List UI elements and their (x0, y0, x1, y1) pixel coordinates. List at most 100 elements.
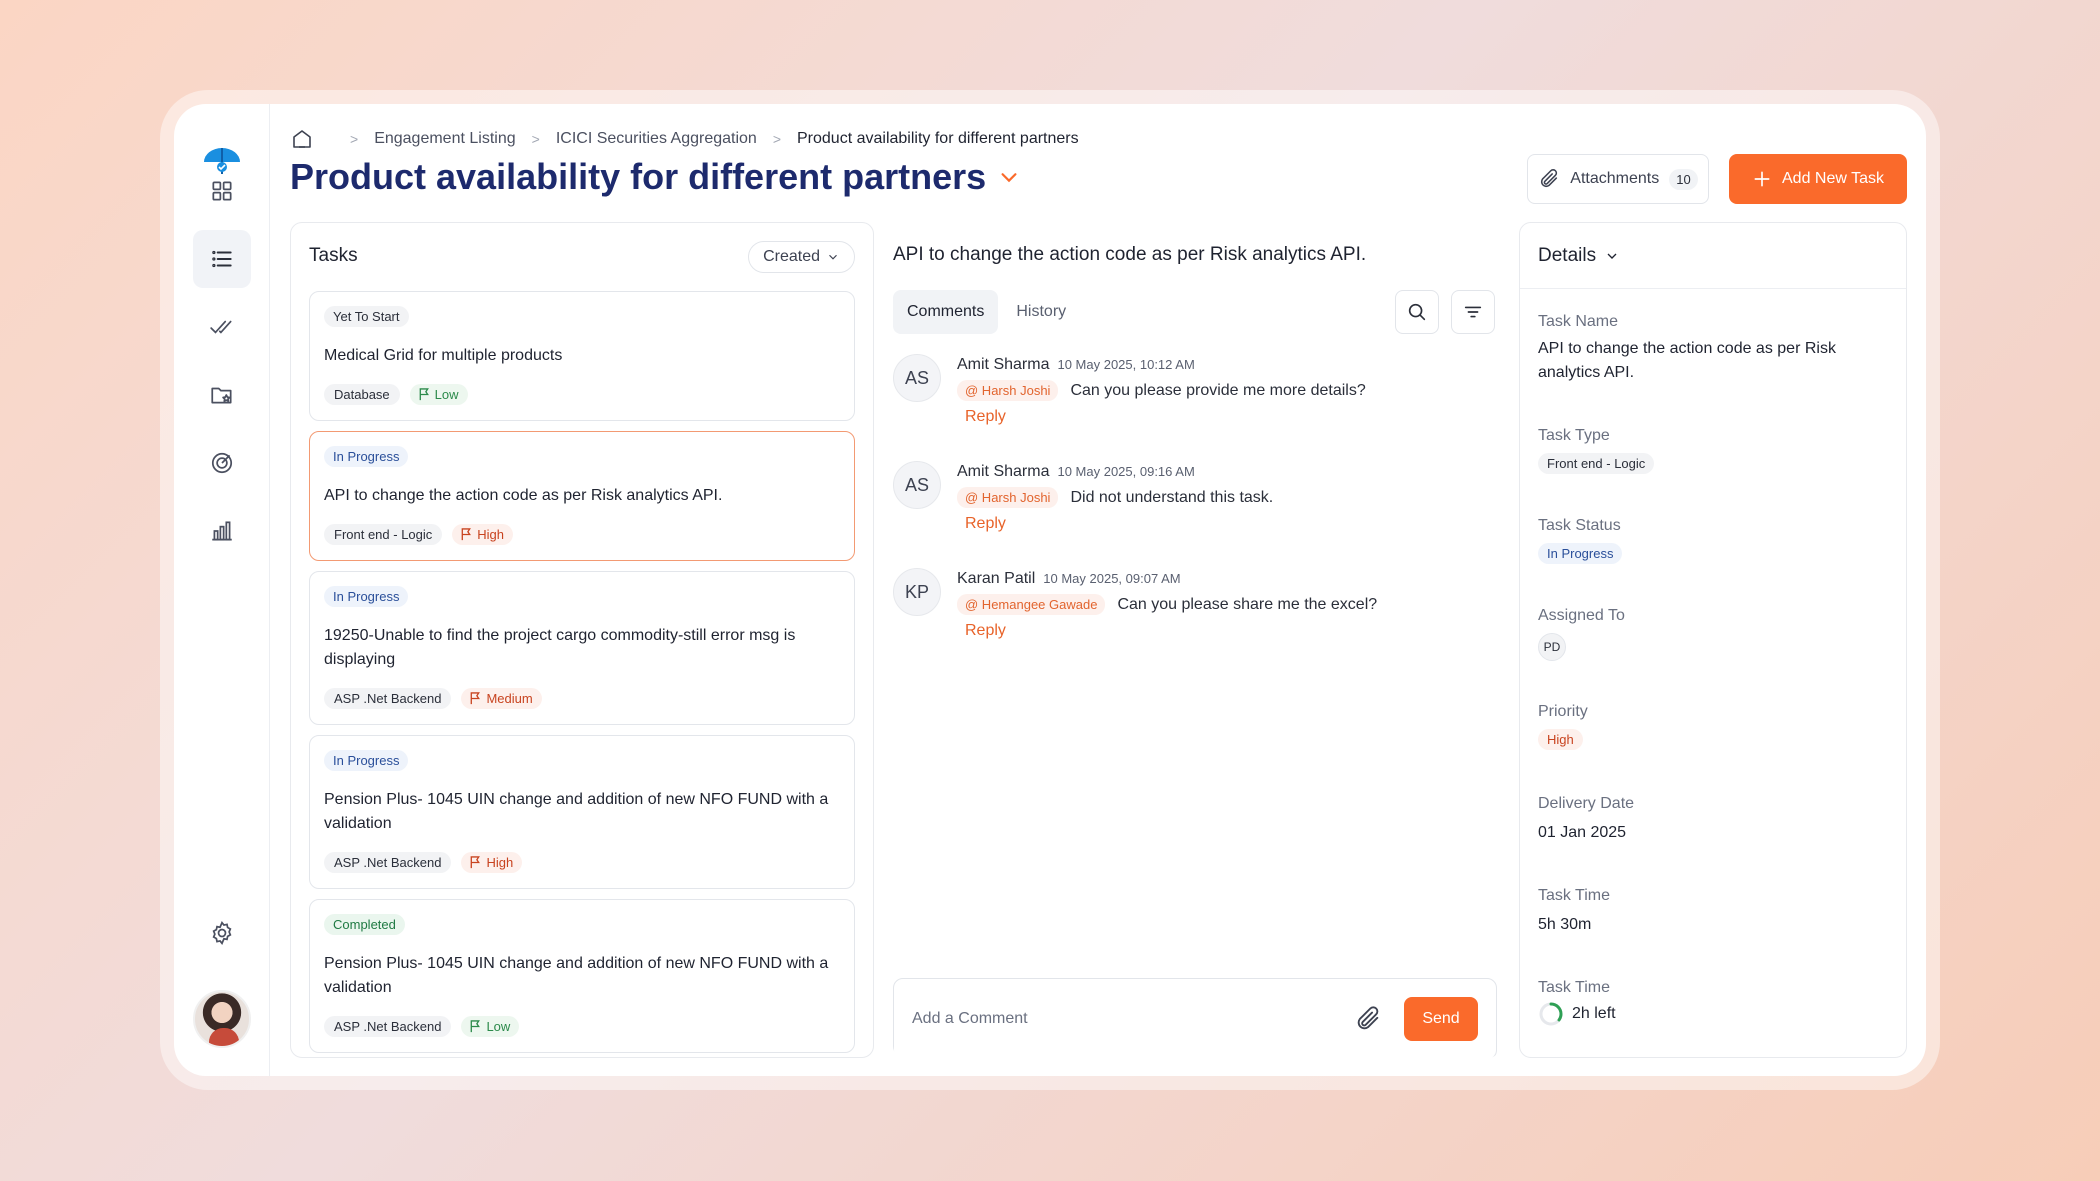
details-toggle[interactable]: Details (1538, 245, 1620, 267)
task-card[interactable]: In Progress 19250-Unable to find the pro… (309, 571, 855, 725)
comment-avatar: AS (893, 461, 941, 509)
reply-link[interactable]: Reply (965, 622, 1006, 639)
folder-star-icon[interactable] (193, 366, 251, 424)
reply-link[interactable]: Reply (965, 515, 1006, 532)
sidebar (174, 104, 270, 1076)
task-tags: Database Low (324, 384, 468, 405)
task-time-remaining-label: Task Time (1538, 979, 1611, 996)
task-tags: ASP .Net Backend Low (324, 1016, 520, 1037)
assigned-to-label: Assigned To (1538, 607, 1625, 624)
chevron-down-icon (1001, 173, 1017, 183)
comment-tabs: Comments History (893, 290, 1080, 334)
flag-icon (471, 692, 481, 705)
breadcrumb-separator: > (531, 131, 540, 147)
filter-icon (1464, 306, 1482, 318)
priority-chip: High (1538, 729, 1583, 750)
breadcrumb-link-engagement[interactable]: Engagement Listing (374, 130, 516, 147)
list-icon[interactable] (193, 230, 251, 288)
status-badge: In Progress (324, 446, 409, 467)
flag-icon (461, 528, 472, 541)
breadcrumb: > Engagement Listing > ICICI Securities … (290, 124, 1079, 154)
task-card-selected[interactable]: In Progress API to change the action cod… (309, 431, 855, 561)
comment-avatar: AS (893, 354, 941, 402)
chevron-down-icon (829, 254, 837, 260)
task-card[interactable]: Yet To Start Medical Grid for multiple p… (309, 291, 855, 421)
comment-time: 10 May 2025, 10:12 AM (1057, 357, 1195, 372)
priority-label: Priority (1538, 703, 1588, 720)
home-icon[interactable] (290, 127, 314, 151)
target-icon[interactable] (193, 434, 251, 492)
mention-tag[interactable]: @ Harsh Joshi (957, 487, 1059, 508)
double-check-icon[interactable] (193, 298, 251, 356)
comment-body: @ Harsh Joshi Can you please provide me … (957, 380, 1366, 401)
mention-tag[interactable]: @ Harsh Joshi (957, 380, 1059, 401)
status-badge: In Progress (324, 750, 409, 771)
sort-label: Created (763, 248, 820, 265)
comment-item: AS Amit Sharma 10 May 2025, 10:12 AM @ Ha… (893, 354, 1493, 448)
breadcrumb-link-icici[interactable]: ICICI Securities Aggregation (555, 130, 757, 147)
reply-link[interactable]: Reply (965, 408, 1006, 425)
status-badge: In Progress (324, 586, 409, 607)
page-title-text: Product availability for different partn… (290, 156, 987, 197)
filter-button[interactable] (1451, 290, 1495, 334)
task-type-label: Task Type (1538, 427, 1610, 444)
priority-label: High (477, 527, 505, 542)
tasks-title: Tasks (309, 245, 358, 266)
flag-icon (471, 1020, 481, 1033)
add-new-task-button[interactable]: Add New Task (1729, 154, 1907, 204)
task-tags: ASP .Net Backend Medium (324, 688, 542, 709)
comment-text: Did not understand this task. (1070, 488, 1274, 506)
task-type-tag: ASP .Net Backend (324, 688, 452, 709)
plus-icon (1754, 171, 1770, 187)
bar-chart-icon[interactable] (193, 502, 251, 560)
dashboard-icon[interactable] (193, 162, 251, 220)
tab-history[interactable]: History (1016, 303, 1067, 320)
comment-composer: Send (893, 978, 1497, 1058)
user-avatar[interactable] (193, 990, 251, 1048)
delivery-date-label: Delivery Date (1538, 795, 1635, 812)
task-name-label: Task Name (1538, 313, 1619, 330)
comment-author: Karan Patil (957, 570, 1036, 587)
task-type-tag: ASP .Net Backend (324, 1016, 452, 1037)
task-card[interactable]: Completed Pension Plus- 1045 UIN change … (309, 899, 855, 1053)
status-badge: Completed (324, 914, 405, 935)
comment-text: Can you please provide me more details? (1070, 381, 1366, 399)
task-time-label: Task Time (1538, 887, 1611, 904)
comment-item: KP Karan Patil 10 May 2025, 09:07 AM @ He… (893, 568, 1493, 662)
comment-text: Can you please share me the excel? (1117, 595, 1378, 613)
task-title: API to change the action code as per Ris… (324, 487, 723, 504)
time-left-indicator: 2h left (1538, 1001, 1616, 1027)
assignee-avatar[interactable]: PD (1538, 633, 1566, 661)
paperclip-icon (1541, 169, 1558, 188)
search-button[interactable] (1395, 290, 1439, 334)
send-button[interactable]: Send (1404, 997, 1478, 1041)
attachments-button[interactable]: Attachments 10 (1527, 154, 1709, 204)
sort-dropdown[interactable]: Created (748, 241, 855, 273)
attach-file-button[interactable] (1354, 1005, 1384, 1035)
comment-time: 10 May 2025, 09:16 AM (1057, 464, 1195, 479)
progress-ring-icon (1539, 1002, 1563, 1026)
comment-author: Amit Sharma (957, 463, 1050, 480)
task-card[interactable]: In Progress Pension Plus- 1045 UIN chang… (309, 735, 855, 889)
tab-comments[interactable]: Comments (893, 290, 999, 334)
comment-avatar: KP (893, 568, 941, 616)
settings-gear-icon[interactable] (193, 904, 251, 962)
tasks-panel: Tasks Created Yet To Start Medical Grid … (290, 222, 874, 1058)
details-panel: Details Task Name API to change the acti… (1519, 222, 1907, 1058)
task-title: 19250-Unable to find the project cargo c… (324, 627, 796, 668)
status-badge: Yet To Start (324, 306, 409, 327)
mention-tag[interactable]: @ Hemangee Gawade (957, 594, 1106, 615)
time-left-value: 2h left (1572, 1005, 1616, 1022)
page-title[interactable]: Product availability for different partn… (290, 156, 1020, 198)
comment-author: Amit Sharma (957, 356, 1050, 373)
attachments-label: Attachments (1570, 170, 1660, 187)
task-type-chip: Front end - Logic (1538, 453, 1655, 474)
breadcrumb-separator: > (772, 131, 781, 147)
chevron-down-icon (1607, 253, 1617, 259)
paperclip-icon (1357, 1006, 1379, 1030)
app-window: > Engagement Listing > ICICI Securities … (174, 104, 1926, 1076)
comment-input[interactable] (912, 999, 1332, 1039)
comment-body: @ Hemangee Gawade Can you please share m… (957, 594, 1377, 615)
selected-task-title: API to change the action code as per Ris… (893, 244, 1367, 265)
comment-header: Amit Sharma 10 May 2025, 10:12 AM (957, 356, 1195, 374)
